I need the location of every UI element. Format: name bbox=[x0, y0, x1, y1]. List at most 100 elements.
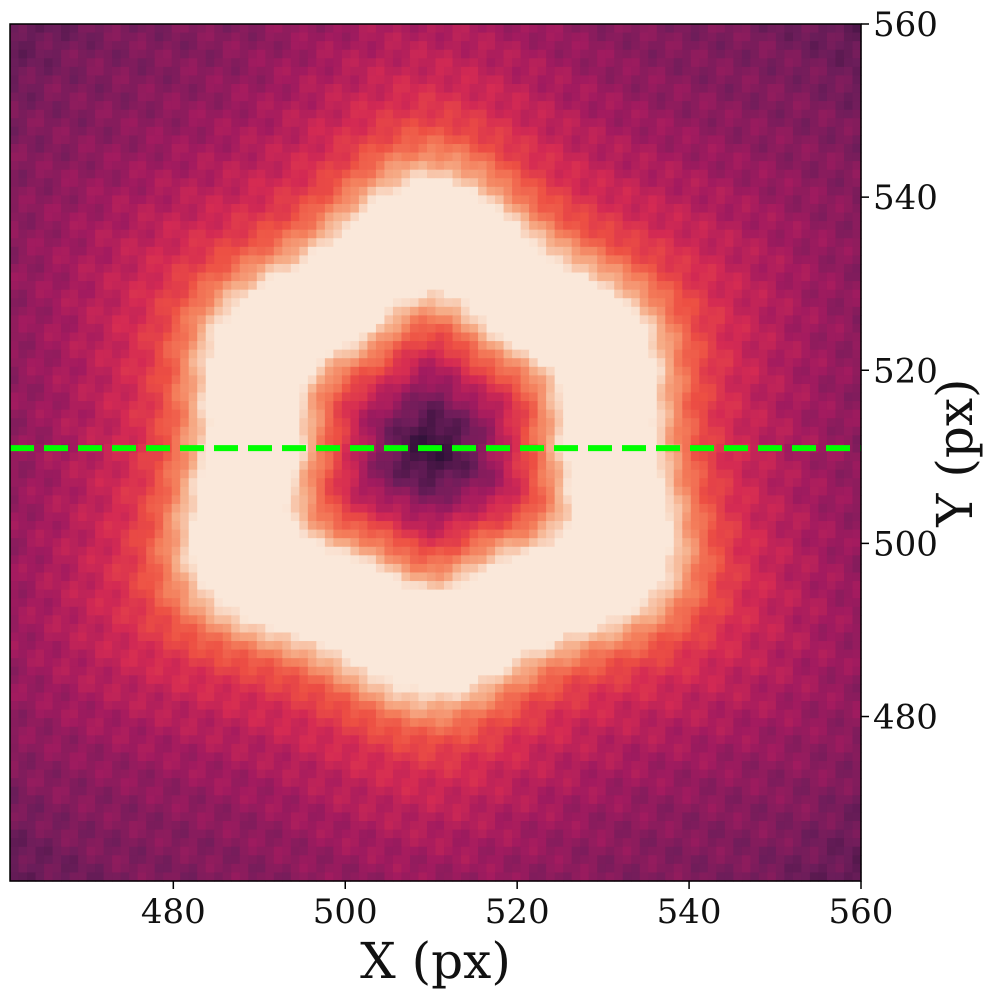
heatmap-cell bbox=[563, 203, 573, 214]
heatmap-cell bbox=[843, 118, 854, 128]
heatmap-cell bbox=[724, 323, 734, 334]
heatmap-cell bbox=[18, 332, 28, 342]
heatmap-cell bbox=[214, 229, 224, 239]
heatmap-cell bbox=[35, 75, 45, 85]
heatmap-cell bbox=[580, 443, 590, 454]
heatmap-cell bbox=[129, 195, 139, 205]
heatmap-cell bbox=[605, 306, 615, 316]
heatmap-cell bbox=[478, 212, 488, 222]
heatmap-cell bbox=[426, 66, 437, 77]
heatmap-cell bbox=[682, 229, 692, 239]
heatmap-cell bbox=[529, 66, 539, 77]
heatmap-cell bbox=[665, 298, 675, 308]
heatmap-cell bbox=[256, 169, 266, 179]
heatmap-cell bbox=[520, 435, 530, 445]
heatmap-cell bbox=[52, 169, 62, 179]
heatmap-cell bbox=[852, 49, 862, 59]
heatmap-cell bbox=[716, 58, 726, 68]
heatmap-cell bbox=[639, 238, 649, 248]
heatmap-cell bbox=[426, 109, 437, 119]
heatmap-cell bbox=[10, 289, 20, 299]
heatmap-cell bbox=[801, 169, 811, 179]
heatmap-cell bbox=[537, 375, 547, 385]
heatmap-cell bbox=[444, 246, 454, 256]
heatmap-cell bbox=[324, 24, 334, 34]
heatmap-cell bbox=[843, 263, 854, 274]
heatmap-cell bbox=[716, 169, 726, 179]
heatmap-cell bbox=[614, 298, 624, 308]
heatmap-cell bbox=[452, 83, 462, 94]
heatmap-cell bbox=[461, 341, 471, 351]
heatmap-cell bbox=[546, 298, 556, 308]
heatmap-cell bbox=[571, 426, 581, 436]
heatmap-cell bbox=[682, 272, 692, 282]
heatmap-cell bbox=[469, 315, 479, 325]
heatmap-cell bbox=[461, 383, 471, 394]
heatmap-cell bbox=[231, 409, 241, 419]
heatmap-cell bbox=[180, 229, 190, 239]
heatmap-cell bbox=[222, 109, 232, 119]
heatmap-cell bbox=[239, 221, 249, 231]
heatmap-cell bbox=[290, 255, 300, 265]
heatmap-cell bbox=[469, 281, 479, 291]
heatmap-cell bbox=[341, 418, 351, 428]
heatmap-cell bbox=[299, 392, 309, 402]
heatmap-cell bbox=[503, 323, 513, 334]
heatmap-cell bbox=[767, 32, 777, 42]
heatmap-cell bbox=[35, 41, 45, 51]
heatmap-cell bbox=[537, 341, 547, 351]
heatmap-cell bbox=[699, 152, 709, 162]
heatmap-cell bbox=[341, 92, 351, 102]
heatmap-cell bbox=[792, 229, 803, 239]
heatmap-cell bbox=[222, 49, 232, 59]
heatmap-cell bbox=[801, 246, 811, 256]
heatmap-cell bbox=[214, 238, 224, 248]
heatmap-cell bbox=[520, 109, 530, 119]
heatmap-cell bbox=[171, 289, 181, 299]
heatmap-cell bbox=[716, 203, 726, 214]
heatmap-cell bbox=[103, 435, 113, 445]
heatmap-cell bbox=[282, 281, 292, 291]
heatmap-cell bbox=[61, 298, 71, 308]
heatmap-cell bbox=[733, 186, 743, 196]
heatmap-cell bbox=[120, 246, 130, 256]
heatmap-cell bbox=[571, 186, 581, 196]
heatmap-cell bbox=[724, 349, 734, 359]
heatmap-cell bbox=[707, 341, 717, 351]
heatmap-cell bbox=[529, 418, 539, 428]
heatmap-cell bbox=[792, 126, 803, 137]
heatmap-cell bbox=[546, 229, 556, 239]
heatmap-cell bbox=[588, 143, 598, 154]
heatmap-cell bbox=[648, 212, 658, 222]
heatmap-cell bbox=[426, 255, 437, 265]
heatmap-cell bbox=[750, 323, 760, 334]
heatmap-cell bbox=[290, 169, 300, 179]
heatmap-cell bbox=[614, 24, 624, 34]
heatmap-cell bbox=[639, 298, 649, 308]
heatmap-cell bbox=[588, 306, 598, 316]
heatmap-cell bbox=[197, 75, 207, 85]
heatmap-cell bbox=[461, 221, 471, 231]
heatmap-cell bbox=[682, 418, 692, 428]
heatmap-cell bbox=[826, 298, 837, 308]
heatmap-cell bbox=[188, 143, 198, 154]
heatmap-cell bbox=[588, 272, 598, 282]
heatmap-cell bbox=[375, 358, 386, 368]
heatmap-cell bbox=[214, 281, 224, 291]
heatmap-cell bbox=[52, 203, 62, 214]
heatmap-cell bbox=[282, 323, 292, 334]
heatmap-cell bbox=[614, 366, 624, 376]
heatmap-cell bbox=[35, 118, 45, 128]
heatmap-cell bbox=[826, 255, 837, 265]
heatmap-cell bbox=[741, 186, 751, 196]
heatmap-cell bbox=[299, 341, 309, 351]
heatmap-cell bbox=[792, 272, 803, 282]
heatmap-cell bbox=[239, 101, 249, 111]
heatmap-cell bbox=[69, 83, 79, 94]
heatmap-cell bbox=[835, 66, 845, 77]
heatmap-cell bbox=[307, 32, 317, 42]
heatmap-cell bbox=[35, 203, 45, 214]
heatmap-cell bbox=[316, 435, 326, 445]
heatmap-cell bbox=[733, 66, 743, 77]
heatmap-cell bbox=[733, 289, 743, 299]
